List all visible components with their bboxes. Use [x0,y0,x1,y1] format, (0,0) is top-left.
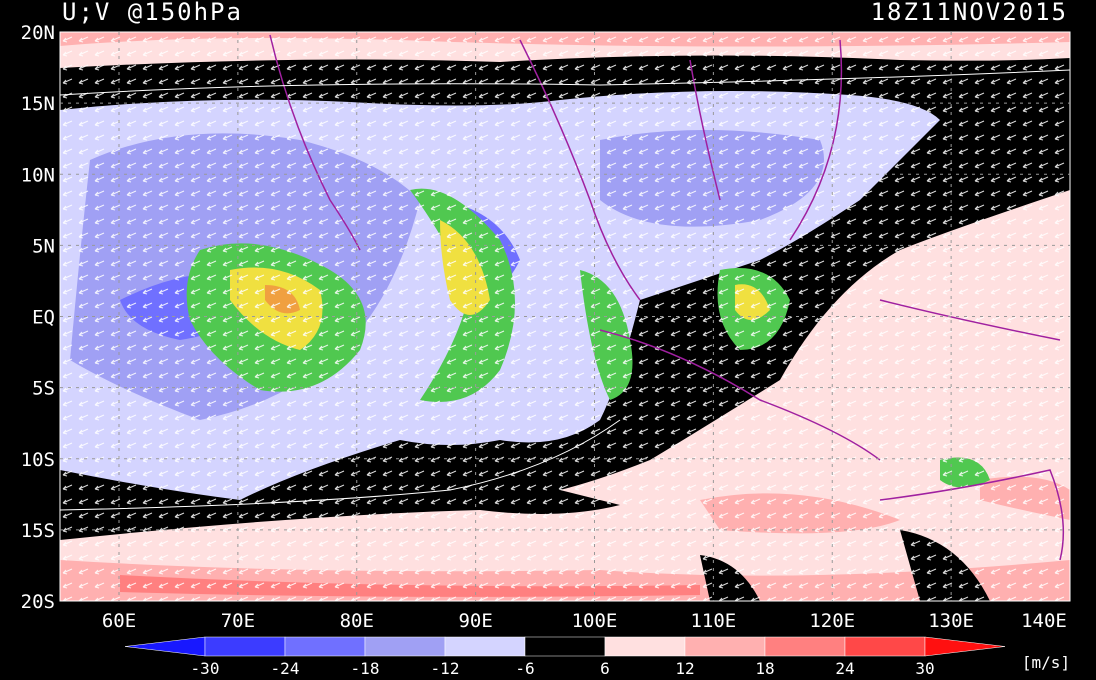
map-title: U;V @150hPa [62,0,243,26]
colorbar-tick-label: 12 [675,659,694,678]
lat-label: 20N [21,22,55,44]
lon-label: 140E [1021,610,1067,632]
colorbar-tick-label: -6 [515,659,534,678]
lon-label: 70E [221,610,255,632]
colorbar-segment [124,636,206,657]
lat-label: 10S [21,449,55,471]
colorbar-segment [844,636,926,657]
colorbar-tick-label: 24 [835,659,854,678]
lat-label: 5S [32,378,55,400]
colorbar-tick-label: 6 [600,659,610,678]
colorbar-tick-label: 30 [915,659,934,678]
colorbar-segment [204,636,286,657]
lat-label: 10N [21,164,55,186]
lat-label: 15S [21,520,55,542]
colorbar-segment [764,636,846,657]
colorbar-segment [364,636,446,657]
colorbar-tick-label: -30 [191,659,220,678]
colorbar-segment [604,636,686,657]
colorbar-segment [444,636,526,657]
lon-label: 80E [340,610,374,632]
colorbar-tick-label: -18 [351,659,380,678]
colorbar-tick-label: 18 [755,659,774,678]
lon-label: 130E [928,610,974,632]
colorbar-tick-label: -12 [431,659,460,678]
axis-labels: 20N 15N 10N 5N EQ 5S 10S 15S 20S 60E 70E 80E 90E 100E… [21,22,1067,632]
lat-label: 15N [21,93,55,115]
colorbar-segment [924,636,1006,657]
colorbar-tick-label: -24 [271,659,300,678]
timestamp: 18Z11NOV2015 [871,0,1068,26]
lon-label: 90E [458,610,492,632]
colorbar-segment [284,636,366,657]
lon-label: 100E [572,610,618,632]
colorbar-unit: [m/s] [1022,653,1070,672]
colorbar-segment [524,636,606,657]
colorbar: -30 -24 -18 -12 -6 6 12 18 24 30 [124,636,1006,678]
lat-label: 5N [32,235,55,257]
lat-label: 20S [21,591,55,613]
colorbar-segment [684,636,766,657]
lon-label: 60E [102,610,136,632]
lat-label: EQ [32,307,55,329]
lon-label: 120E [809,610,855,632]
grid [60,32,1070,601]
lon-label: 110E [690,610,736,632]
